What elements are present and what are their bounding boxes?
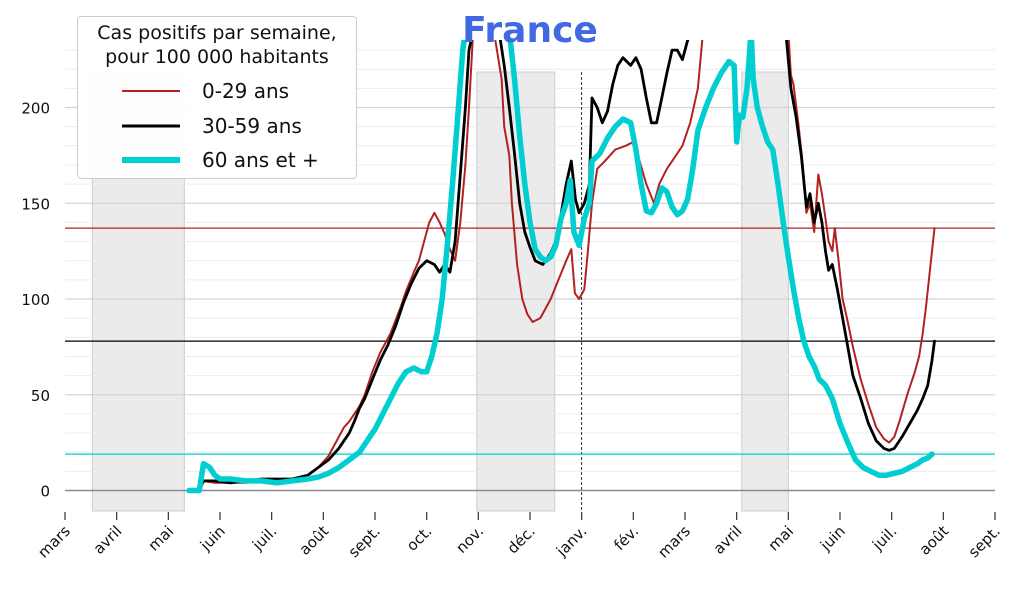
legend-label-60-plus: 60 ans et + [202,148,319,172]
legend-swatch-0-29 [122,90,180,92]
x-tick-label-17: août [916,522,953,559]
legend-item-60-plus: 60 ans et + [122,145,319,175]
x-tick-label-13: avril [710,522,746,558]
x-tick-label-0: mars [34,522,74,562]
x-tick-label-12: mars [654,522,694,562]
y-tick-label-100: 100 [21,291,50,309]
x-tick-label-6: sept. [345,522,384,561]
y-tick-label-150: 150 [21,195,50,213]
legend-item-30-59: 30-59 ans [122,111,302,141]
x-tick-label-11: fév. [610,522,642,554]
y-tick-label-0: 0 [40,483,50,501]
x-tick-label-8: nov. [452,522,487,557]
legend-label-30-59: 30-59 ans [202,114,302,138]
series-line-2 [186,40,935,494]
x-tick-label-16: juil. [868,522,900,554]
legend-item-0-29: 0-29 ans [122,76,289,106]
x-tick-label-3: juin [196,522,229,555]
shaded-period-1 [476,71,556,512]
x-tick-label-9: déc. [504,522,539,557]
legend-title: Cas positifs par semaine, pour 100 000 h… [97,22,337,68]
y-tick-label-200: 200 [21,100,50,118]
shaded-period-2 [741,71,789,512]
x-tick-label-4: juil. [248,522,280,554]
x-tick-label-2: mai [145,522,178,555]
series-line-1 [187,40,936,492]
y-tick-label-50: 50 [31,387,50,405]
x-tick-label-7: oct. [403,522,436,555]
legend-swatch-60-plus [122,157,180,163]
legend-swatch-30-59 [122,124,180,128]
x-tick-label-14: mai [765,522,798,555]
x-tick-label-10: janv. [552,522,590,560]
legend: Cas positifs par semaine, pour 100 000 h… [77,16,357,179]
x-axis-ticks: mars avril mai juin juil. août sept. oct. nov. dé… [34,512,1004,562]
series-line-0 [188,40,936,492]
series-lines [186,40,936,494]
x-tick-label-1: avril [90,522,126,558]
x-tick-label-5: août [296,522,333,559]
legend-label-0-29: 0-29 ans [202,79,290,103]
y-axis-ticks: 0 50 100 150 200 [21,100,50,501]
chart-title: France [462,10,598,51]
x-tick-label-18: sept. [965,522,1004,561]
x-tick-label-15: juin [816,522,849,555]
